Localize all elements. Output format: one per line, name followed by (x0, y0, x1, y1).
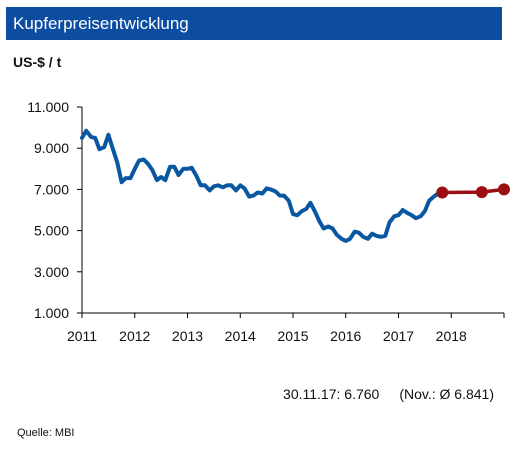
y-tick-label: 3.000 (34, 264, 69, 280)
y-tick-label: 11.000 (27, 99, 69, 115)
y-tick-label: 9.000 (34, 140, 69, 156)
x-tick-label: 2012 (119, 328, 150, 344)
x-tick-label: 2015 (277, 328, 308, 344)
x-tick-label: 2018 (436, 328, 467, 344)
axes (77, 106, 505, 318)
x-tick-label: 2013 (172, 328, 203, 344)
y-tick-labels: 1.000 3.000 5.000 7.000 9.000 11.000 (27, 99, 69, 321)
monthly-average-text: (Nov.: Ø 6.841) (399, 386, 494, 402)
forecast-point (498, 183, 510, 196)
price-summary: 30.11.17: 6.760 (Nov.: Ø 6.841) (0, 386, 494, 402)
x-tick-label: 2016 (330, 328, 361, 344)
y-tick-label: 5.000 (34, 223, 69, 239)
copper-price-chart: 1.000 3.000 5.000 7.000 9.000 11.000 2011 2012… (27, 99, 510, 344)
price-history-line (80, 128, 445, 243)
forecast-point (475, 186, 488, 199)
forecast-point (436, 186, 449, 199)
forecast-line (440, 187, 506, 195)
y-axis-unit-label: US-$ / t (13, 54, 62, 70)
x-tick-label: 2017 (383, 328, 414, 344)
x-tick-labels: 2011 2012 2013 2014 2015 2016 2017 2018 (67, 328, 467, 344)
y-tick-label: 1.000 (34, 305, 69, 321)
x-tick-label: 2014 (225, 328, 256, 344)
source-note: Quelle: MBI (17, 427, 75, 439)
series-group (80, 128, 510, 243)
x-tick-label: 2011 (67, 328, 97, 344)
y-tick-label: 7.000 (34, 181, 69, 197)
current-price-text: 30.11.17: 6.760 (283, 386, 380, 402)
chart-title: Kupferpreisentwicklung (6, 7, 502, 40)
